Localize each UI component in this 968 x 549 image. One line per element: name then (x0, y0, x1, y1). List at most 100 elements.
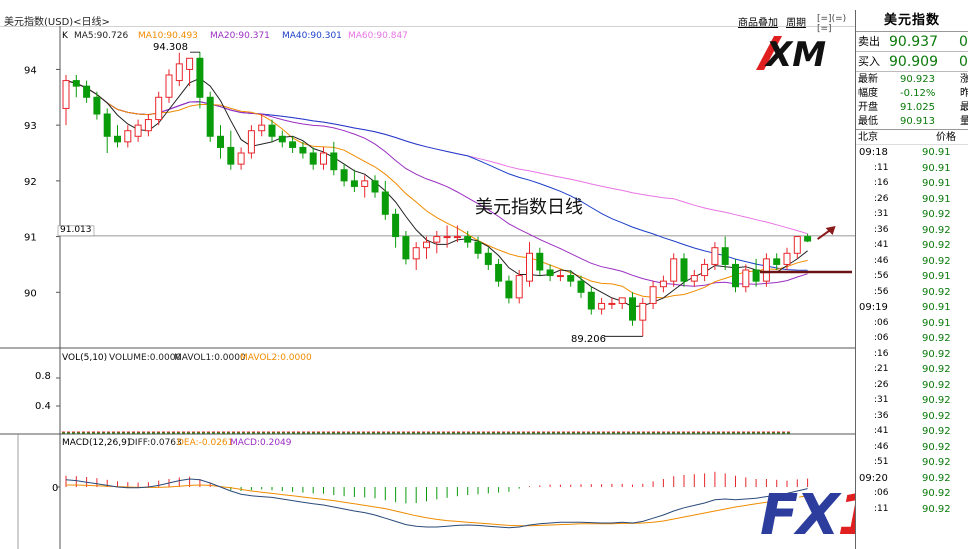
candle-down (381, 191, 389, 215)
candle-up (742, 269, 750, 288)
candle-up (155, 96, 163, 121)
tick-row[interactable]: :56 90.91 (856, 269, 968, 285)
stat-label: 最新 (858, 74, 878, 85)
stat-row: 幅度 -0.12% 昨 (856, 87, 968, 101)
tick-list[interactable]: 09:18 90.91:11 90.91:16 90.91:26 90.91:31 90.… (856, 145, 968, 517)
tick-row[interactable]: :31 90.92 (856, 207, 968, 223)
period-link[interactable]: 周期 (786, 18, 806, 29)
candle-up (639, 302, 647, 321)
buy-row[interactable]: 买入 90.909 0 (856, 52, 968, 72)
tick-time: :26 (874, 379, 889, 390)
candle-up (433, 236, 441, 243)
tick-row[interactable]: :16 90.92 (856, 347, 968, 363)
candle-down (721, 247, 729, 265)
tick-row[interactable]: :46 90.92 (856, 440, 968, 456)
chart-frame (0, 26, 855, 549)
stat-value: 90.913 (900, 116, 935, 127)
tick-row[interactable]: :51 90.92 (856, 455, 968, 471)
candle-up (124, 130, 132, 143)
tick-price: 90.92 (922, 426, 951, 437)
layout-toggle-icon[interactable]: [=](=)[=] (817, 14, 847, 34)
candle-up (762, 258, 770, 282)
tick-row[interactable]: :56 90.92 (856, 285, 968, 301)
stat-row: 开盘 91.025 最 (856, 101, 968, 115)
candle-up (412, 247, 420, 260)
tick-price: 90.92 (922, 224, 951, 236)
tick-row[interactable]: :06 90.91 (856, 316, 968, 332)
tick-price: 90.92 (922, 457, 951, 468)
stat-row: 最新 90.923 涨 (856, 73, 968, 87)
legend-ma60: MA60:90.847 (348, 31, 408, 41)
candle-down (268, 124, 276, 137)
candle-up (690, 275, 698, 282)
tick-time: :56 (874, 271, 889, 281)
candle-down (196, 57, 204, 98)
moving-average-lines (65, 77, 808, 308)
trend-arrow-head (825, 226, 836, 236)
candle-up (247, 130, 255, 154)
tick-row[interactable]: 09:20 90.92 (856, 471, 968, 487)
chart-caption: 美元指数日线 (475, 197, 583, 218)
tick-row[interactable]: :46 90.92 (856, 254, 968, 270)
stat-label: 幅度 (858, 88, 878, 99)
current-price-label: 91.013 (60, 225, 92, 235)
candle-up (711, 247, 719, 265)
candle-up (361, 180, 369, 187)
candle-down (402, 236, 410, 260)
tick-row[interactable]: :06 90.92 (856, 486, 968, 502)
tick-row[interactable]: :31 90.92 (856, 393, 968, 409)
tick-row[interactable]: :36 90.92 (856, 223, 968, 239)
y-tick-label: 92 (24, 177, 37, 188)
candle-up (453, 236, 461, 239)
candle-up (783, 252, 791, 265)
tick-time: 09:18 (859, 147, 888, 158)
ma10-line (65, 80, 808, 299)
tick-row[interactable]: :11 90.92 (856, 502, 968, 518)
sell-row[interactable]: 卖出 90.937 0 (856, 32, 968, 52)
stat-label: 最低 (858, 116, 878, 127)
candle-up (62, 80, 70, 109)
tick-time: :06 (874, 317, 889, 328)
quote-stats: 最新 90.923 涨幅度 -0.12% 昨开盘 91.025 最最低 90.913 量 (856, 72, 968, 130)
legend-ma5: MA5:90.726 (74, 31, 128, 41)
tick-price: 90.92 (922, 441, 951, 453)
tick-price: 90.92 (922, 410, 951, 422)
current-price-box (57, 225, 95, 237)
tick-row[interactable]: :06 90.92 (856, 331, 968, 347)
candle-down (278, 135, 286, 143)
kline-chart[interactable]: 94 93 92 91 90 K MA5:90.726 MA10:90.493 MA20… (0, 26, 855, 549)
candle-down (392, 213, 400, 238)
tick-row[interactable]: :41 90.92 (856, 424, 968, 440)
tick-time: :16 (874, 178, 889, 188)
vol-legend-volume: VOLUME:0.0000 (109, 353, 181, 363)
tick-row[interactable]: :16 90.91 (856, 176, 968, 192)
tick-time: 09:19 (859, 302, 888, 313)
tick-row[interactable]: :11 90.91 (856, 161, 968, 177)
candle-down (567, 275, 575, 282)
tick-row[interactable]: :26 90.92 (856, 378, 968, 394)
overlay-commodity-link[interactable]: 商品叠加 (738, 18, 778, 29)
tick-time: :46 (874, 441, 889, 452)
candle-up (618, 297, 626, 304)
xm-watermark-logo: XM (752, 30, 844, 76)
stat-value: 91.025 (900, 102, 935, 113)
quote-panel-title: 美元指数 (856, 10, 968, 32)
tick-row[interactable]: :36 90.92 (856, 409, 968, 425)
vol-legend-name: VOL(5,10) (62, 353, 107, 363)
candle-up (670, 258, 678, 282)
candle-down (680, 258, 688, 282)
tick-time: :36 (874, 224, 889, 235)
tick-row[interactable]: 09:18 90.91 (856, 145, 968, 161)
tick-row[interactable]: :26 90.91 (856, 192, 968, 208)
candle-up (186, 57, 194, 70)
y-tick-label: 93 (24, 121, 37, 132)
tick-row[interactable]: :41 90.92 (856, 238, 968, 254)
tick-price: 90.92 (922, 503, 951, 515)
legend-ma10: MA10:90.493 (138, 31, 198, 41)
candle-down (114, 135, 121, 143)
buy-value: 90.909 (889, 54, 938, 70)
tick-row[interactable]: 09:19 90.91 (856, 300, 968, 316)
tick-row[interactable]: :21 90.92 (856, 362, 968, 378)
tick-time: :06 (874, 333, 889, 343)
